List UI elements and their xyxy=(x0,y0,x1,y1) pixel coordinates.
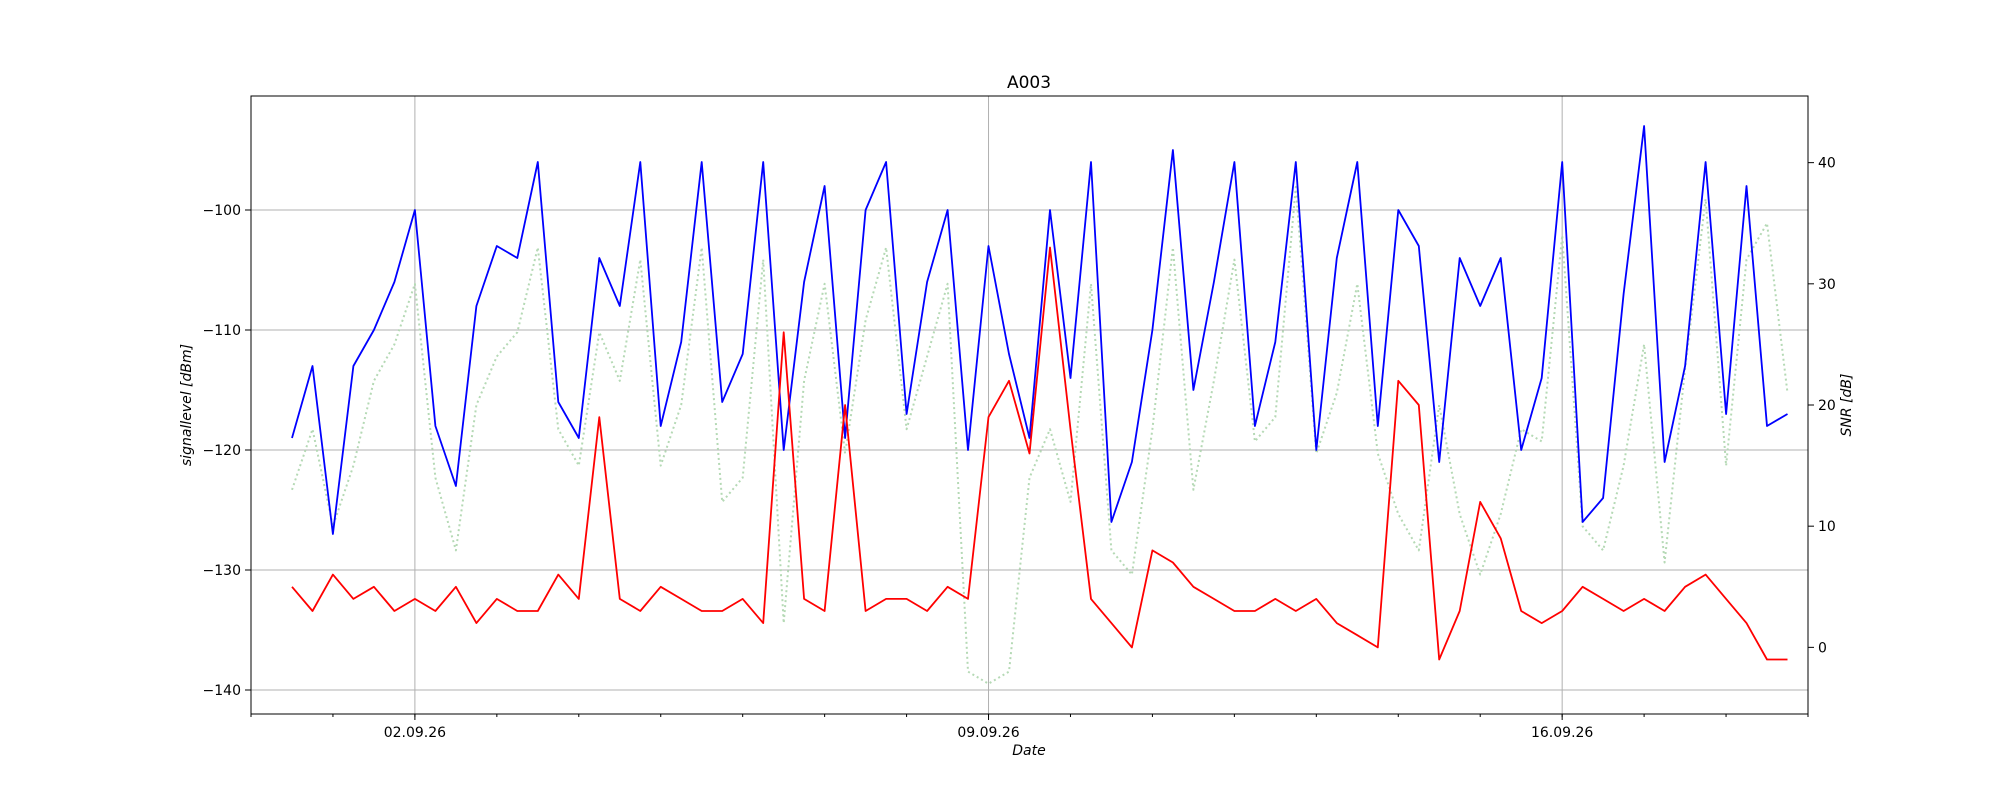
y-left-tick-label: −140 xyxy=(203,683,241,699)
y-right-tick-label: 0 xyxy=(1818,640,1827,656)
y-left-tick-label: −130 xyxy=(203,563,241,579)
x-tick-label: 16.09.26 xyxy=(1531,725,1593,741)
y-axis-label-left: signallevel [dBm] xyxy=(179,344,195,466)
y-right-tick-label: 20 xyxy=(1818,398,1836,414)
signallevel-line xyxy=(291,125,1788,535)
y-left-tick-label: −120 xyxy=(203,443,241,459)
chart-title: A003 xyxy=(1007,73,1051,93)
x-axis-label: Date xyxy=(1012,743,1045,759)
series-lines xyxy=(291,125,1789,685)
y-right-tick-label: 40 xyxy=(1818,156,1836,172)
y-left-tick-label: −100 xyxy=(203,203,241,219)
snr-red-line xyxy=(291,246,1788,661)
plot-area xyxy=(251,96,1808,714)
y-right-tick-label: 30 xyxy=(1818,277,1836,293)
y-axis-label-right: SNR [dB] xyxy=(1839,374,1855,437)
axis-ticks: 02.09.26 09.09.26 16.09.26 −140 −130 −120 −110… xyxy=(203,156,1836,741)
x-tick-label: 02.09.26 xyxy=(384,725,446,741)
y-right-tick-label: 10 xyxy=(1818,519,1836,535)
x-tick-label: 09.09.26 xyxy=(957,725,1019,741)
y-left-tick-label: −110 xyxy=(203,323,241,339)
